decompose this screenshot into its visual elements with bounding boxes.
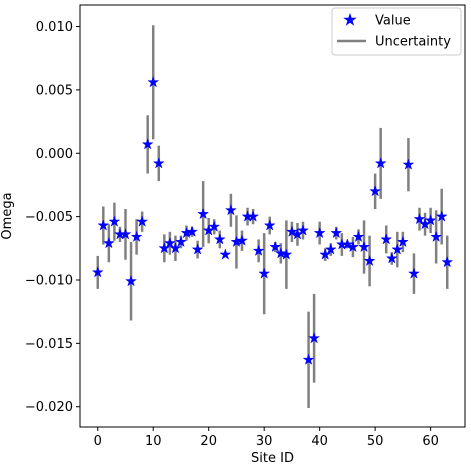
value-point — [430, 230, 443, 243]
value-point — [91, 266, 104, 278]
value-point — [186, 225, 199, 237]
y-tick-label: 0.000 — [36, 147, 73, 162]
value-point — [258, 267, 271, 279]
value-point — [125, 274, 138, 287]
y-tick-label: −0.010 — [25, 273, 73, 288]
value-point — [424, 214, 437, 226]
plot-frame — [79, 4, 466, 428]
value-point — [341, 238, 354, 250]
x-tick-label: 40 — [311, 434, 328, 449]
value-point — [252, 244, 265, 256]
value-point — [285, 225, 298, 237]
legend-value-label: Value — [375, 14, 411, 29]
value-point — [369, 184, 382, 197]
value-point — [324, 243, 337, 255]
x-tick-label: 30 — [256, 434, 273, 449]
value-point — [402, 158, 415, 170]
x-tick-label: 0 — [94, 434, 102, 449]
value-point — [280, 248, 293, 260]
value-point — [302, 353, 315, 365]
x-tick-label: 50 — [367, 434, 384, 449]
value-point — [308, 331, 321, 344]
value-point — [391, 243, 404, 255]
value-point — [102, 236, 115, 249]
legend-box — [331, 7, 462, 56]
value-point — [435, 210, 448, 222]
value-point — [297, 224, 310, 236]
value-point — [163, 236, 176, 249]
value-point — [380, 233, 393, 245]
legend: Value Uncertainty — [331, 7, 462, 56]
value-point — [358, 240, 371, 253]
x-axis: 0 10 20 30 40 50 60 — [94, 427, 439, 449]
value-markers — [91, 75, 454, 365]
value-point — [413, 212, 426, 225]
y-axis: −0.020 −0.015 −0.010 −0.005 0.000 0.005 0.010 — [25, 20, 80, 415]
value-point — [263, 219, 276, 231]
value-point — [147, 75, 160, 88]
x-tick-label: 60 — [422, 434, 439, 449]
value-point — [152, 157, 165, 169]
value-point — [346, 240, 359, 253]
value-point — [330, 226, 343, 239]
y-tick-label: −0.020 — [25, 400, 73, 415]
value-point — [313, 226, 326, 239]
value-point — [363, 254, 376, 267]
value-point — [213, 233, 226, 245]
value-point — [441, 255, 454, 268]
value-point — [174, 235, 187, 248]
value-point — [374, 157, 387, 169]
value-point — [396, 235, 409, 248]
y-tick-label: −0.015 — [25, 337, 73, 352]
value-point — [224, 203, 237, 216]
value-point — [108, 215, 121, 227]
value-point — [385, 252, 398, 264]
value-point — [97, 219, 110, 231]
value-point — [119, 228, 132, 240]
uncertainty-bars — [96, 25, 449, 408]
value-point — [169, 242, 182, 254]
value-point — [235, 234, 248, 246]
y-tick-label: 0.010 — [36, 20, 73, 35]
x-tick-label: 20 — [200, 434, 217, 449]
value-point — [191, 243, 204, 255]
value-point — [352, 230, 365, 243]
value-point — [141, 138, 154, 150]
y-tick-label: 0.005 — [36, 83, 73, 98]
y-axis-label: Omega — [0, 192, 15, 239]
legend-uncertainty-label: Uncertainty — [375, 35, 451, 50]
legend-star-marker — [343, 12, 357, 26]
value-point — [407, 267, 420, 279]
value-point — [136, 215, 149, 227]
value-point — [208, 220, 221, 232]
value-point — [219, 248, 232, 260]
value-point — [247, 210, 260, 222]
x-axis-label: Site ID — [251, 451, 294, 466]
x-tick-label: 10 — [145, 434, 162, 449]
value-point — [197, 207, 210, 220]
y-tick-label: −0.005 — [25, 210, 73, 225]
value-point — [269, 240, 282, 253]
value-point — [130, 230, 143, 243]
